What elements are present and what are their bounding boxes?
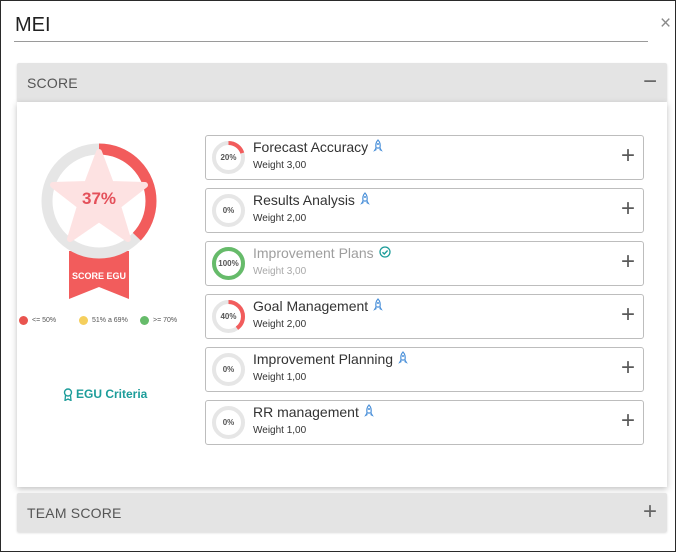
kpi-weight: Weight 1,00: [253, 372, 307, 383]
kpi-percent: 0%: [222, 206, 235, 215]
kpi-card[interactable]: 40% Goal Management Weight 2,00 +: [205, 294, 644, 339]
legend-text: <= 50%: [32, 316, 57, 324]
kpi-weight: Weight 2,00: [253, 319, 307, 330]
legend-text: 51% a 69%: [92, 316, 128, 324]
kpi-name: Improvement Plans: [253, 245, 391, 261]
kpi-name: Forecast Accuracy: [253, 139, 383, 155]
name-field[interactable]: MEI: [14, 8, 648, 42]
kpi-weight: Weight 1,00: [253, 425, 307, 436]
kpi-progress-ring: [212, 353, 245, 386]
kpi-weight: Weight 2,00: [253, 213, 307, 224]
kpi-card[interactable]: 20% Forecast Accuracy Weight 3,00 +: [205, 135, 644, 180]
name-field-value[interactable]: MEI: [15, 14, 51, 36]
award-icon: [63, 387, 73, 401]
score-legend: <= 50% 51% a 69% >= 70%: [19, 314, 189, 328]
rocket-icon: [373, 139, 383, 155]
kpi-name-text: Improvement Plans: [253, 245, 374, 261]
kpi-name-text: Goal Management: [253, 298, 369, 314]
kpi-name: RR management: [253, 404, 374, 420]
kpi-card[interactable]: 0% Results Analysis Weight 2,00 +: [205, 188, 644, 233]
legend-item-mid: 51% a 69%: [79, 314, 128, 326]
expand-kpi-icon[interactable]: +: [620, 248, 635, 275]
kpi-percent: 20%: [220, 153, 237, 162]
team-score-section-header[interactable]: TEAM SCORE +: [17, 493, 667, 532]
expand-icon[interactable]: +: [642, 498, 657, 525]
kpi-name-text: Results Analysis: [253, 192, 355, 208]
score-section-label: SCORE: [27, 75, 78, 91]
score-badge: 37% SCORE EGU: [39, 139, 159, 299]
kpi-card[interactable]: 100% Improvement Plans Weight 3,00 +: [205, 241, 644, 286]
kpi-progress-ring: [212, 194, 245, 227]
close-icon[interactable]: ×: [660, 13, 672, 34]
score-section-header[interactable]: SCORE −: [17, 63, 667, 102]
kpi-weight: Weight 3,00: [253, 160, 307, 171]
star-icon: [50, 149, 148, 242]
kpi-progress-ring: [212, 141, 245, 174]
red-dot-icon: [19, 315, 28, 325]
rocket-icon: [364, 404, 374, 420]
kpi-name: Goal Management: [253, 298, 383, 314]
kpi-name-text: RR management: [253, 404, 359, 420]
legend-item-high: >= 70%: [140, 314, 177, 326]
score-badge-label: SCORE EGU: [71, 271, 126, 281]
expand-kpi-icon[interactable]: +: [620, 195, 635, 222]
rocket-icon: [373, 298, 383, 314]
kpi-name: Improvement Planning: [253, 351, 408, 367]
kpi-percent: 0%: [222, 418, 235, 427]
score-panel: 37% SCORE EGU <= 50% 51% a 69% >= 70% EG…: [17, 102, 667, 487]
egu-criteria-label[interactable]: EGU Criteria: [76, 387, 148, 401]
score-badge-graphic: [41, 143, 157, 299]
collapse-icon[interactable]: −: [642, 68, 657, 95]
check-circle-icon: [378, 245, 391, 261]
score-percent: 37%: [81, 189, 117, 208]
kpi-name: Results Analysis: [253, 192, 370, 208]
team-score-section-label: TEAM SCORE: [27, 505, 122, 521]
kpi-card[interactable]: 0% RR management Weight 1,00 +: [205, 400, 644, 445]
expand-kpi-icon[interactable]: +: [620, 407, 635, 434]
kpi-progress-ring: [212, 247, 245, 280]
kpi-percent: 40%: [220, 312, 237, 321]
yellow-dot-icon: [79, 315, 88, 325]
kpi-progress-ring: [212, 406, 245, 439]
kpi-progress-ring: [212, 300, 245, 333]
legend-item-low: <= 50%: [19, 314, 56, 326]
kpi-percent: 0%: [222, 365, 235, 374]
kpi-weight: Weight 3,00: [253, 266, 307, 277]
egu-criteria-link[interactable]: EGU Criteria: [63, 386, 147, 402]
expand-kpi-icon[interactable]: +: [620, 142, 635, 169]
legend-text: >= 70%: [153, 316, 178, 324]
rocket-icon: [360, 192, 370, 208]
ribbon-shape: [69, 251, 129, 299]
expand-kpi-icon[interactable]: +: [620, 301, 635, 328]
expand-kpi-icon[interactable]: +: [620, 354, 635, 381]
kpi-name-text: Improvement Planning: [253, 351, 394, 367]
kpi-percent: 100%: [218, 259, 239, 268]
kpi-card[interactable]: 0% Improvement Planning Weight 1,00 +: [205, 347, 644, 392]
rocket-icon: [398, 351, 408, 367]
green-dot-icon: [140, 315, 149, 325]
kpi-name-text: Forecast Accuracy: [253, 139, 369, 155]
